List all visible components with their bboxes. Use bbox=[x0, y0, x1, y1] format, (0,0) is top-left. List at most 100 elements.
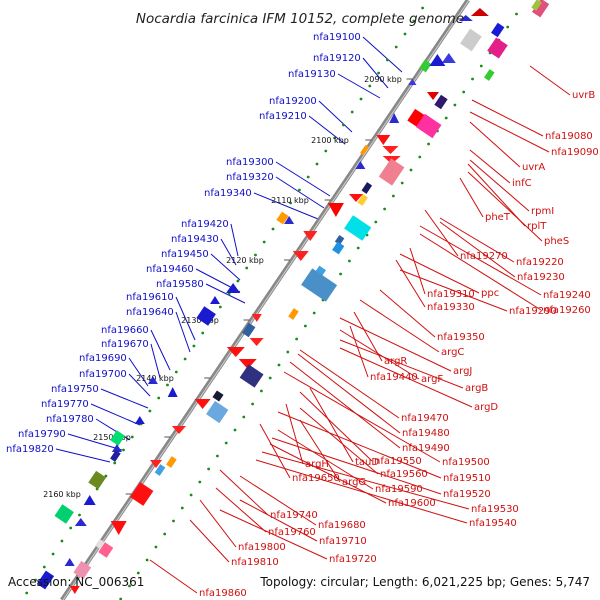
gene-label-left[interactable]: nfa19660 bbox=[101, 325, 149, 336]
label-connector bbox=[150, 329, 171, 371]
gene-label-right[interactable]: uvrB bbox=[572, 90, 595, 101]
gene-label-right[interactable]: nfa19540 bbox=[469, 518, 517, 529]
gene-label-left[interactable]: nfa19790 bbox=[18, 429, 66, 440]
gene-label-right[interactable]: ppc bbox=[481, 288, 499, 299]
gene-label-right[interactable]: nfa19240 bbox=[543, 290, 591, 301]
gene-label-right[interactable]: rplT bbox=[527, 221, 547, 232]
gene-label-right[interactable]: nfa19230 bbox=[517, 272, 565, 283]
gene-label-left[interactable]: nfa19210 bbox=[259, 111, 307, 122]
gene-label-left[interactable]: nfa19100 bbox=[313, 32, 361, 43]
gene-label-left[interactable]: nfa19750 bbox=[51, 384, 99, 395]
gene-label-right[interactable]: nfa19440 bbox=[370, 372, 418, 383]
gene-label-right[interactable]: nfa19470 bbox=[401, 413, 449, 424]
gene-label-right[interactable]: nfa19330 bbox=[427, 302, 475, 313]
gene-label-right[interactable]: uvrA bbox=[522, 162, 545, 173]
gene-feature bbox=[54, 504, 74, 524]
gene-label-left[interactable]: nfa19690 bbox=[79, 353, 127, 364]
gene-label-left[interactable]: nfa19320 bbox=[226, 172, 274, 183]
gene-label-right[interactable]: nfa19860 bbox=[199, 588, 247, 599]
gene-label-right[interactable]: argR bbox=[384, 356, 407, 367]
gene-label-right[interactable]: argB bbox=[465, 383, 488, 394]
track-dot bbox=[403, 32, 407, 36]
gene-label-right[interactable]: argC bbox=[441, 347, 464, 358]
gene-label-left[interactable]: nfa19700 bbox=[79, 369, 127, 380]
label-connector bbox=[359, 299, 440, 353]
gene-label-left[interactable]: nfa19820 bbox=[6, 444, 54, 455]
gene-label-right[interactable]: nfa19270 bbox=[460, 251, 508, 262]
gene-label-right[interactable]: nfa19080 bbox=[545, 131, 593, 142]
gene-label-right[interactable]: infC bbox=[512, 178, 532, 189]
gene-label-left[interactable]: nfa19780 bbox=[46, 414, 94, 425]
label-connector bbox=[283, 371, 441, 463]
gene-label-right[interactable]: argJ bbox=[453, 366, 472, 377]
gene-label-right[interactable]: nfa19680 bbox=[318, 520, 366, 531]
gene-label-right[interactable]: tauD bbox=[355, 457, 379, 468]
gene-label-right[interactable]: nfa19350 bbox=[437, 332, 485, 343]
track-dot bbox=[394, 45, 398, 49]
gene-label-left[interactable]: nfa19460 bbox=[146, 264, 194, 275]
gene-label-right[interactable]: argF bbox=[421, 374, 443, 385]
label-connector bbox=[128, 357, 149, 387]
tick-label: 2090 kbp bbox=[364, 75, 402, 84]
gene-label-right[interactable]: nfa19090 bbox=[551, 147, 599, 158]
track-dot bbox=[333, 136, 336, 140]
track-dot bbox=[277, 363, 281, 367]
gene-label-left[interactable]: nfa19580 bbox=[156, 279, 204, 290]
gene-label-right[interactable]: nfa19480 bbox=[402, 428, 450, 439]
gene-label-right[interactable]: nfa19760 bbox=[268, 527, 316, 538]
track-dot bbox=[130, 435, 134, 439]
gene-label-left[interactable]: nfa19200 bbox=[269, 96, 317, 107]
gene-label-right[interactable]: argD bbox=[474, 402, 498, 413]
gene-arrow bbox=[389, 113, 400, 123]
gene-label-right[interactable]: nfa19530 bbox=[471, 504, 519, 515]
gene-feature bbox=[239, 364, 264, 388]
gene-label-left[interactable]: nfa19420 bbox=[181, 219, 229, 230]
gene-arrow bbox=[238, 359, 257, 369]
gene-label-right[interactable]: pheS bbox=[544, 236, 569, 247]
gene-label-right[interactable]: nfa19220 bbox=[516, 257, 564, 268]
track-dot bbox=[183, 357, 187, 361]
gene-label-right[interactable]: nfa19560 bbox=[380, 469, 428, 480]
label-connector bbox=[469, 111, 550, 153]
label-connector bbox=[299, 391, 373, 462]
label-connector bbox=[409, 247, 426, 295]
label-connector bbox=[100, 388, 149, 409]
gene-label-right[interactable]: nfa19490 bbox=[402, 443, 450, 454]
gene-label-left[interactable]: nfa19300 bbox=[226, 157, 274, 168]
gene-label-right[interactable]: nfa19650 bbox=[292, 473, 340, 484]
gene-label-right[interactable]: nfa19310 bbox=[427, 289, 475, 300]
gene-label-right[interactable]: nfa19510 bbox=[443, 473, 491, 484]
gene-label-right[interactable]: nfa19720 bbox=[329, 554, 377, 565]
gene-label-left[interactable]: nfa19430 bbox=[171, 234, 219, 245]
gene-label-left[interactable]: nfa19770 bbox=[41, 399, 89, 410]
gene-feature bbox=[378, 158, 405, 186]
gene-label-right[interactable]: rpmI bbox=[531, 206, 554, 217]
gene-label-left[interactable]: nfa19640 bbox=[126, 307, 174, 318]
gene-feature bbox=[434, 94, 448, 110]
gene-label-right[interactable]: nfa19500 bbox=[442, 457, 490, 468]
track-dot bbox=[69, 526, 73, 530]
gene-label-right[interactable]: nfa19520 bbox=[443, 489, 491, 500]
gene-label-left[interactable]: nfa19120 bbox=[313, 53, 361, 64]
gene-label-right[interactable]: pheT bbox=[485, 212, 511, 223]
track-dot bbox=[350, 110, 354, 114]
gene-label-left[interactable]: nfa19450 bbox=[161, 249, 209, 260]
gene-label-right[interactable]: nfa19260 bbox=[543, 305, 591, 316]
gene-label-left[interactable]: nfa19670 bbox=[101, 339, 149, 350]
gene-label-right[interactable]: nfa19810 bbox=[231, 557, 279, 568]
track-dot bbox=[312, 311, 316, 315]
gene-label-left[interactable]: nfa19340 bbox=[204, 188, 252, 199]
gene-label-right[interactable]: nfa19590 bbox=[375, 484, 423, 495]
gene-label-left[interactable]: nfa19130 bbox=[288, 69, 336, 80]
gene-label-right[interactable]: nfa19710 bbox=[319, 536, 367, 547]
gene-label-right[interactable]: nfa19800 bbox=[238, 542, 286, 553]
gene-label-right[interactable]: nfa19550 bbox=[374, 456, 422, 467]
gene-label-left[interactable]: nfa19610 bbox=[126, 292, 174, 303]
gene-feature bbox=[206, 400, 229, 424]
gene-label-right[interactable]: nfa19290 bbox=[509, 306, 557, 317]
gene-label-right[interactable]: nfa19740 bbox=[270, 510, 318, 521]
gene-label-right[interactable]: nfa19600 bbox=[388, 498, 436, 509]
gene-label-right[interactable]: argH bbox=[305, 459, 329, 470]
label-connector bbox=[529, 65, 571, 96]
gene-label-right[interactable]: argG bbox=[342, 477, 366, 488]
